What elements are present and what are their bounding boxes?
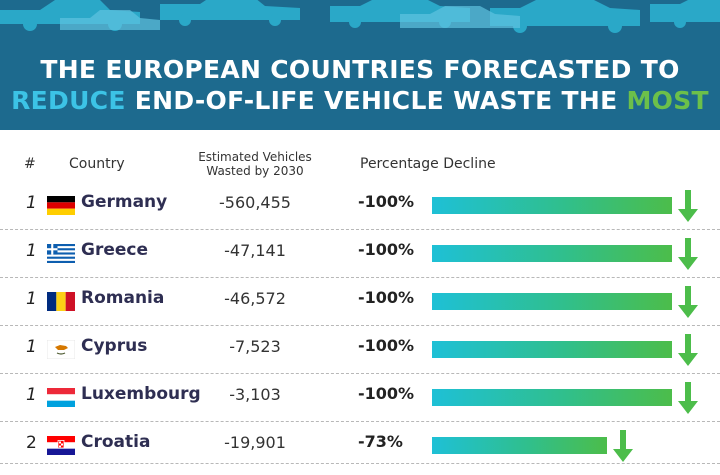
column-header-vehicles: Estimated Vehicles Wasted by 2030	[180, 150, 330, 178]
down-arrow-icon	[678, 334, 698, 366]
luxembourg-flag-icon	[47, 388, 75, 407]
germany-flag-icon	[47, 196, 75, 215]
decline-label: -100%	[358, 192, 415, 211]
row-divider	[0, 229, 720, 230]
title-line-2: REDUCE END-OF-LIFE VEHICLE WASTE THE MOS…	[0, 86, 720, 115]
down-arrow-icon	[613, 430, 633, 462]
decline-bar	[432, 437, 607, 454]
column-header-rank: #	[24, 156, 36, 172]
column-header-vehicles-line1: Estimated Vehicles	[198, 150, 312, 164]
decline-label: -100%	[358, 384, 415, 403]
country-name: Greece	[81, 240, 149, 260]
rank-label: 1	[26, 385, 37, 405]
down-arrow-icon	[678, 286, 698, 318]
country-name: Croatia	[81, 432, 151, 452]
decline-label: -100%	[358, 288, 415, 307]
country-name: Cyprus	[81, 336, 148, 356]
vehicles-value: -3,103	[229, 385, 281, 404]
greece-flag-icon	[47, 244, 75, 263]
rank-label: 1	[26, 193, 37, 213]
decline-bar	[432, 245, 672, 262]
column-header-decline: Percentage Decline	[360, 156, 496, 172]
row-divider	[0, 373, 720, 374]
romania-flag-icon	[47, 292, 75, 311]
title-middle: END-OF-LIFE VEHICLE WASTE THE	[125, 86, 627, 115]
title-highlight-reduce: REDUCE	[11, 86, 126, 115]
rank-label: 2	[26, 433, 37, 453]
row-divider	[0, 277, 720, 278]
table-row: 1 Germany -560,455 -100%	[0, 181, 720, 229]
croatia-flag-icon	[47, 436, 75, 455]
country-name: Luxembourg	[81, 384, 201, 404]
vehicles-value: -7,523	[229, 337, 281, 356]
decline-label: -100%	[358, 336, 415, 355]
table-row: 1 Luxembourg -3,103 -100%	[0, 373, 720, 421]
vehicles-value: -47,141	[224, 241, 286, 260]
car-silhouettes-icon	[0, 0, 720, 33]
vehicles-value: -19,901	[224, 433, 286, 452]
table-row: 2 Croatia -19,901 -73%	[0, 421, 720, 469]
decline-bar	[432, 341, 672, 358]
header-banner: THE EUROPEAN COUNTRIES FORECASTED TO RED…	[0, 0, 720, 130]
title-line-1: THE EUROPEAN COUNTRIES FORECASTED TO	[40, 55, 680, 84]
decline-label: -100%	[358, 240, 415, 259]
row-divider	[0, 463, 720, 464]
rank-label: 1	[26, 289, 37, 309]
down-arrow-icon	[678, 382, 698, 414]
table-row: 1 Cyprus -7,523 -100%	[0, 325, 720, 373]
country-name: Germany	[81, 192, 168, 212]
decline-bar	[432, 389, 672, 406]
table-row: 1 Romania -46,572 -100%	[0, 277, 720, 325]
row-divider	[0, 421, 720, 422]
decline-label: -73%	[358, 432, 403, 451]
decline-bar	[432, 197, 672, 214]
row-divider	[0, 325, 720, 326]
down-arrow-icon	[678, 190, 698, 222]
column-header-vehicles-line2: Wasted by 2030	[206, 164, 304, 178]
rank-label: 1	[26, 337, 37, 357]
rank-label: 1	[26, 241, 37, 261]
down-arrow-icon	[678, 238, 698, 270]
table-row: 1 Greece -47,141 -100%	[0, 229, 720, 277]
column-header-country: Country	[69, 156, 125, 172]
vehicles-value: -46,572	[224, 289, 286, 308]
decline-bar	[432, 293, 672, 310]
title-highlight-most: MOST	[626, 86, 709, 115]
vehicles-value: -560,455	[219, 193, 291, 212]
cyprus-flag-icon	[47, 340, 75, 359]
country-name: Romania	[81, 288, 165, 308]
